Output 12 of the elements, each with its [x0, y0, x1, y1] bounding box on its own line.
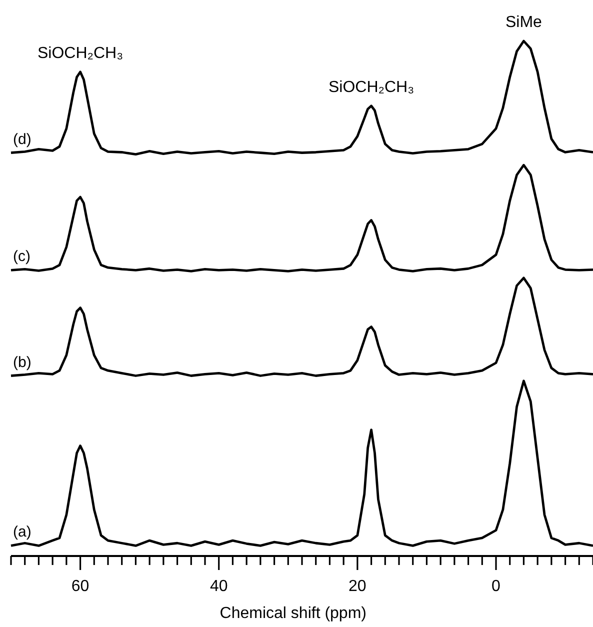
series-label: (a) — [13, 524, 32, 541]
series-label: (d) — [13, 130, 32, 148]
x-tick-label: 60 — [71, 578, 90, 595]
annotation: SiMe — [505, 14, 542, 31]
annotation: SiOCH₂CH₃ — [37, 44, 124, 62]
x-tick-label: 20 — [348, 578, 366, 595]
series-label: (b) — [13, 354, 32, 371]
x-tick-label: 40 — [210, 578, 228, 595]
series-label: (c) — [13, 248, 30, 266]
annotation: SiOCH₂CH₃ — [328, 78, 414, 96]
x-axis-title: Chemical shift (ppm) — [220, 605, 366, 622]
x-tick-label: 0 — [492, 578, 501, 595]
